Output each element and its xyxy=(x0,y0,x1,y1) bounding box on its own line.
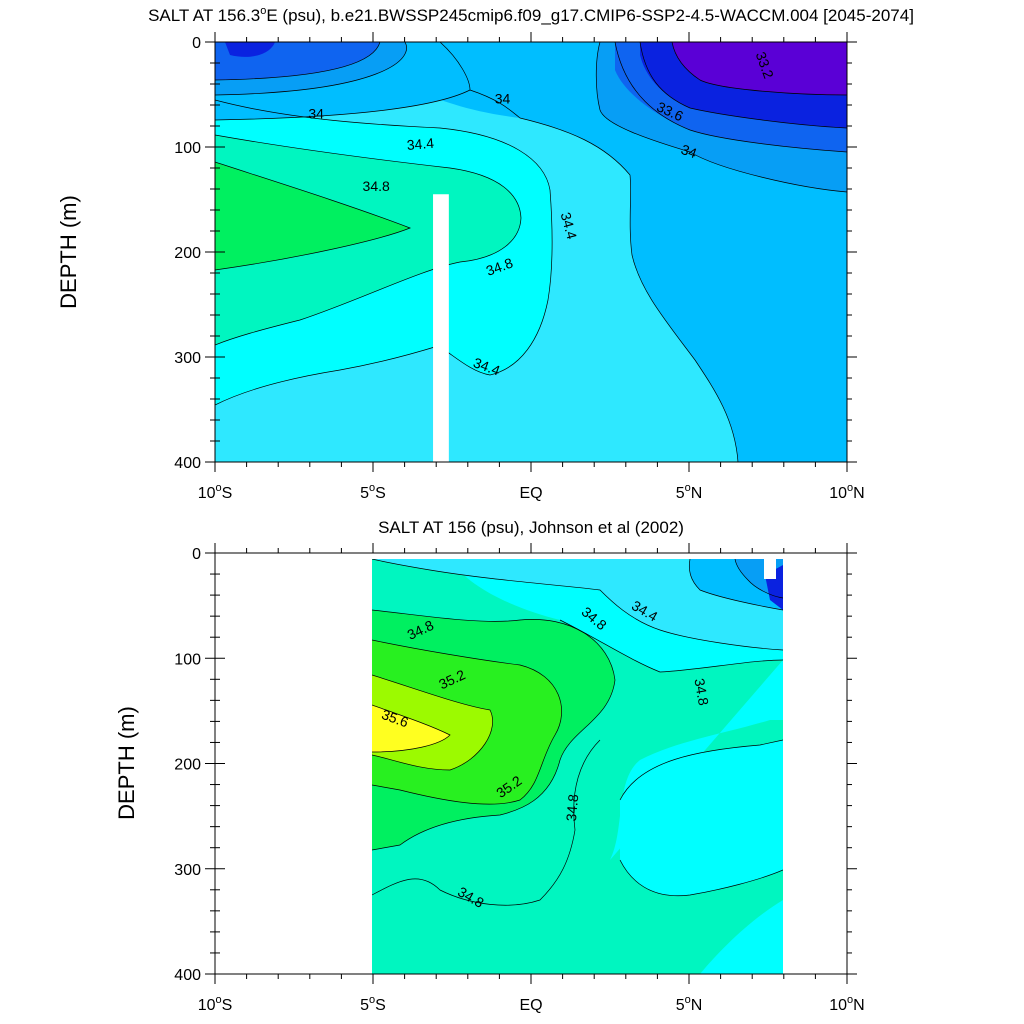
contour-label: 34 xyxy=(495,91,511,107)
bot-missing-surface xyxy=(764,559,776,579)
top-panel-title: SALT AT 156.3oE (psu), b.e21.BWSSP245cmi… xyxy=(148,5,914,25)
top-contour-field xyxy=(215,42,847,462)
y-tick-label: 400 xyxy=(174,455,201,472)
x-tick-label: 5oS xyxy=(360,994,386,1014)
x-tick-label: 10oS xyxy=(198,994,233,1014)
y-tick-label: 100 xyxy=(174,140,201,157)
top-fill-west-33.6 xyxy=(225,42,275,57)
y-tick-label: 200 xyxy=(174,245,201,262)
bot-fill-deep-34.6 xyxy=(700,900,783,974)
contour-label: 34.4 xyxy=(558,211,581,242)
x-tick-label: 5oN xyxy=(676,994,703,1014)
bot-fill-35.6 xyxy=(372,705,450,752)
top-panel: SALT AT 156.3oE (psu), b.e21.BWSSP245cmi… xyxy=(56,5,914,502)
y-tick-label: 0 xyxy=(192,546,201,563)
x-tick-label: EQ xyxy=(519,997,542,1014)
x-tick-label: 5oS xyxy=(360,482,386,502)
contour-label: 34.8 xyxy=(363,178,390,194)
x-tick-label: EQ xyxy=(519,485,542,502)
bottom-axis-ticks: 0 100 200 300 400 10oS 5oS EQ 5oN 10oN xyxy=(174,543,865,1014)
contour-label: 34.8 xyxy=(691,677,712,707)
y-tick-label: 200 xyxy=(174,757,201,774)
bot-fill-34.6-lower xyxy=(620,740,783,896)
top-fill-35.0 xyxy=(215,162,410,270)
y-tick-label: 100 xyxy=(174,651,201,668)
contour-label: 34 xyxy=(308,105,324,121)
y-tick-label: 400 xyxy=(174,967,201,984)
x-tick-label: 10oN xyxy=(829,482,864,502)
top-y-axis-label: DEPTH (m) xyxy=(56,195,81,309)
top-missing-data-column xyxy=(433,194,449,462)
y-tick-label: 300 xyxy=(174,350,201,367)
y-tick-label: 300 xyxy=(174,862,201,879)
x-tick-label: 10oS xyxy=(198,482,233,502)
x-tick-label: 10oN xyxy=(829,994,864,1014)
bottom-panel-title: SALT AT 156 (psu), Johnson et al (2002) xyxy=(378,518,684,537)
contour-label: 34.8 xyxy=(563,793,581,822)
bottom-panel: SALT AT 156 (psu), Johnson et al (2002) xyxy=(114,518,865,1014)
top-fill-east-33.2 xyxy=(672,42,847,95)
x-tick-label: 5oN xyxy=(676,482,703,502)
y-tick-label: 0 xyxy=(192,35,201,52)
contour-label: 34.4 xyxy=(406,135,435,153)
bottom-y-axis-label: DEPTH (m) xyxy=(114,706,139,820)
top-axis-ticks: 0 100 200 300 400 10oS 5oS EQ 5oN 10oN xyxy=(174,32,865,502)
bottom-contour-field xyxy=(372,559,783,974)
contour-label: 34 xyxy=(679,141,699,161)
bot-fill-34.4 xyxy=(372,559,783,650)
